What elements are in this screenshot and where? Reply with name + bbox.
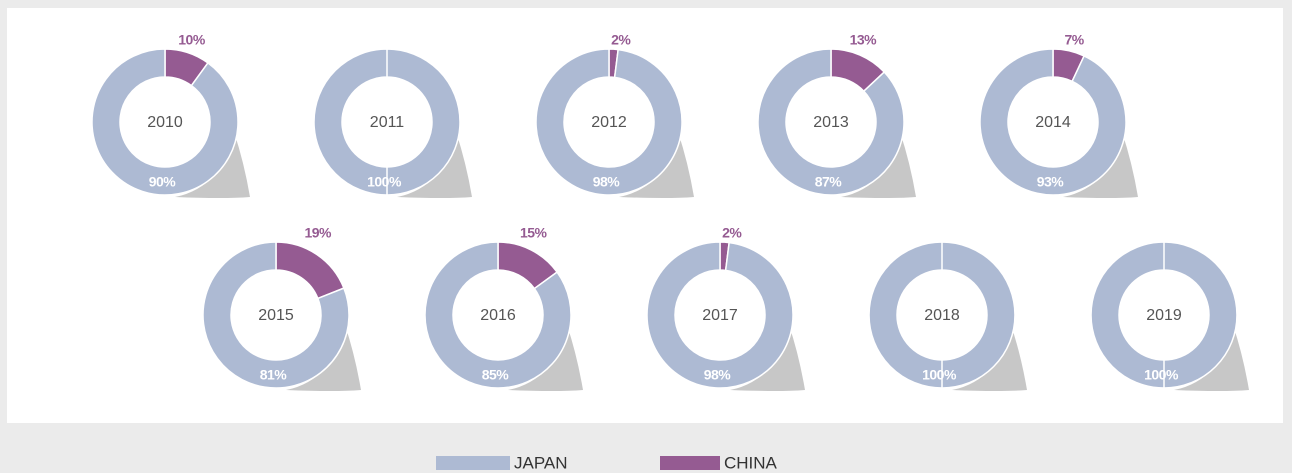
value-label: 81% bbox=[260, 367, 288, 383]
value-label: 93% bbox=[1037, 174, 1065, 190]
value-label: 100% bbox=[922, 367, 957, 383]
donut-segment bbox=[868, 241, 1016, 389]
legend-swatch bbox=[436, 456, 510, 470]
donut-segment bbox=[424, 241, 572, 389]
donut-segment bbox=[1090, 241, 1238, 389]
donut-segment bbox=[535, 48, 683, 196]
value-label: 13% bbox=[850, 32, 878, 48]
value-label: 87% bbox=[815, 174, 843, 190]
legend-label: CHINA bbox=[724, 453, 778, 472]
donut-segment bbox=[646, 241, 794, 389]
value-label: 15% bbox=[520, 225, 548, 241]
value-label: 7% bbox=[1064, 32, 1084, 48]
donut-title: 2012 bbox=[591, 114, 627, 131]
donut-title: 2014 bbox=[1035, 114, 1071, 131]
value-label: 2% bbox=[722, 225, 742, 241]
value-label: 85% bbox=[482, 367, 510, 383]
donut-title: 2016 bbox=[480, 307, 516, 324]
donut-title: 2019 bbox=[1146, 307, 1182, 324]
donut-title: 2018 bbox=[924, 307, 960, 324]
donut-segment bbox=[979, 48, 1127, 196]
value-label: 2% bbox=[611, 32, 631, 48]
legend-swatch bbox=[660, 456, 720, 470]
value-label: 19% bbox=[304, 225, 332, 241]
donut-title: 2010 bbox=[147, 114, 183, 131]
value-label: 100% bbox=[1144, 367, 1179, 383]
value-label: 10% bbox=[178, 32, 206, 48]
donut-segment bbox=[202, 241, 350, 389]
value-label: 90% bbox=[149, 174, 177, 190]
legend-label: JAPAN bbox=[514, 453, 568, 472]
donut-segment bbox=[757, 48, 905, 196]
donut-segment bbox=[313, 48, 461, 196]
value-label: 100% bbox=[367, 174, 402, 190]
donut-title: 2011 bbox=[370, 114, 405, 131]
donut-title: 2013 bbox=[813, 114, 849, 131]
value-label: 98% bbox=[593, 174, 621, 190]
value-label: 98% bbox=[704, 367, 732, 383]
donut-segment bbox=[91, 48, 239, 196]
donut-title: 2017 bbox=[702, 307, 738, 324]
donut-title: 2015 bbox=[258, 307, 294, 324]
